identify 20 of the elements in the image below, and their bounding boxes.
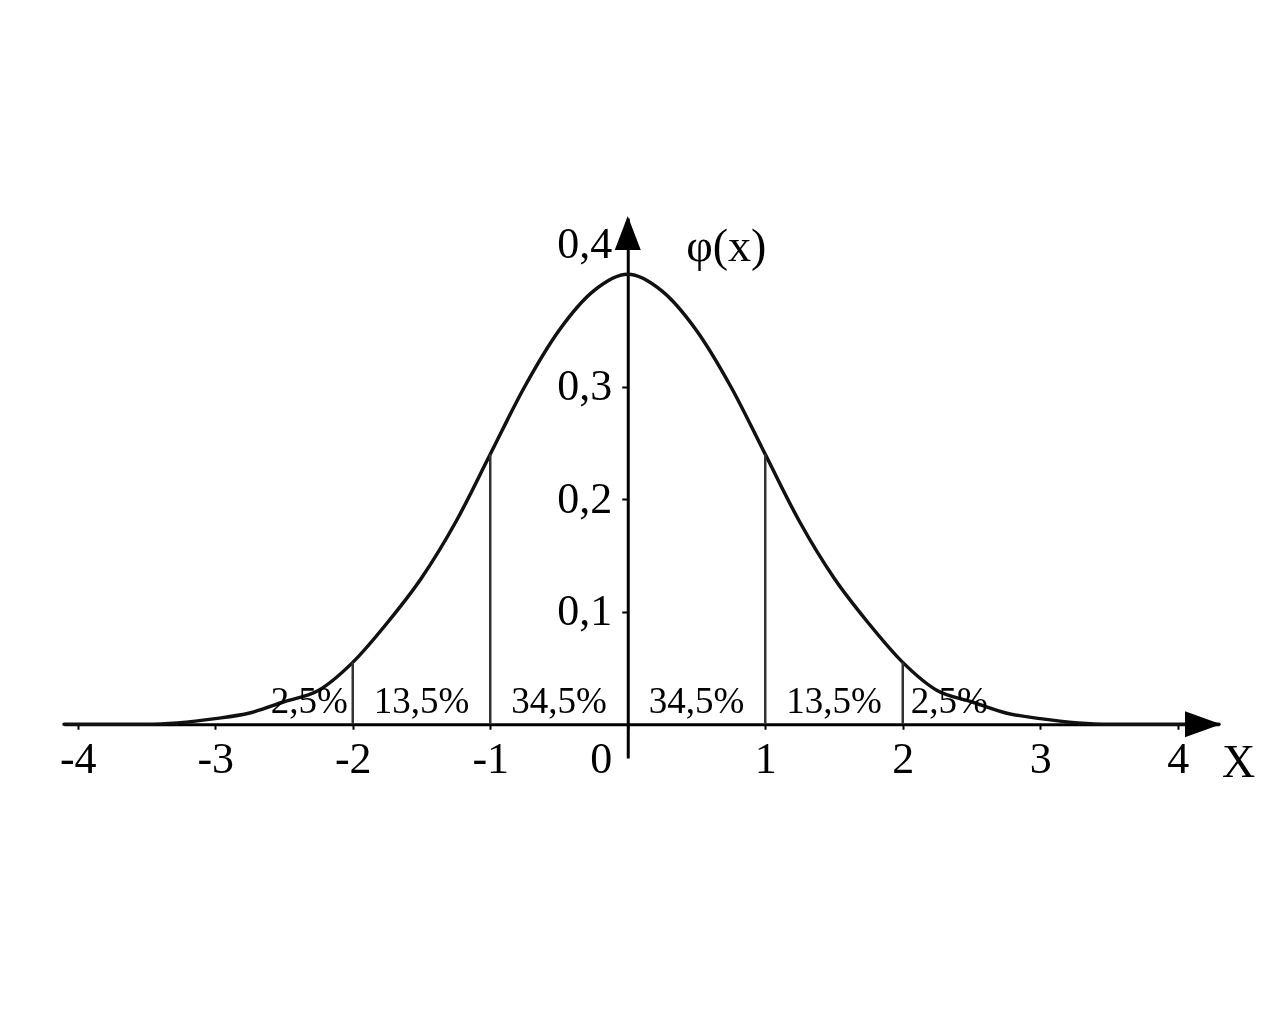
x-tick-label: 3 xyxy=(1029,733,1052,783)
x-tick-label: 0 xyxy=(590,733,613,783)
y-tick-label: 0,4 xyxy=(557,218,613,268)
x-tick-label: 2 xyxy=(892,733,915,783)
annotation: 13,5% xyxy=(373,680,470,722)
x-tick-label: -3 xyxy=(197,733,235,783)
x-axis-title: X xyxy=(1221,735,1256,787)
x-tick-label: -1 xyxy=(472,733,510,783)
y-tick-label: 0,2 xyxy=(557,473,613,523)
x-tick-label: -2 xyxy=(334,733,372,783)
annotation: 13,5% xyxy=(786,680,882,722)
annotation: 2,5% xyxy=(270,680,348,722)
annotation: 34,5% xyxy=(511,680,607,722)
y-tick-label: 0,1 xyxy=(557,586,613,636)
x-tick-label: 4 xyxy=(1167,733,1190,783)
y-axis-title: φ(x) xyxy=(686,219,767,271)
annotation: 34,5% xyxy=(648,680,745,722)
x-tick-label: -4 xyxy=(59,733,97,783)
x-tick-label: 1 xyxy=(754,733,777,783)
y-tick-label: 0,3 xyxy=(557,361,613,411)
